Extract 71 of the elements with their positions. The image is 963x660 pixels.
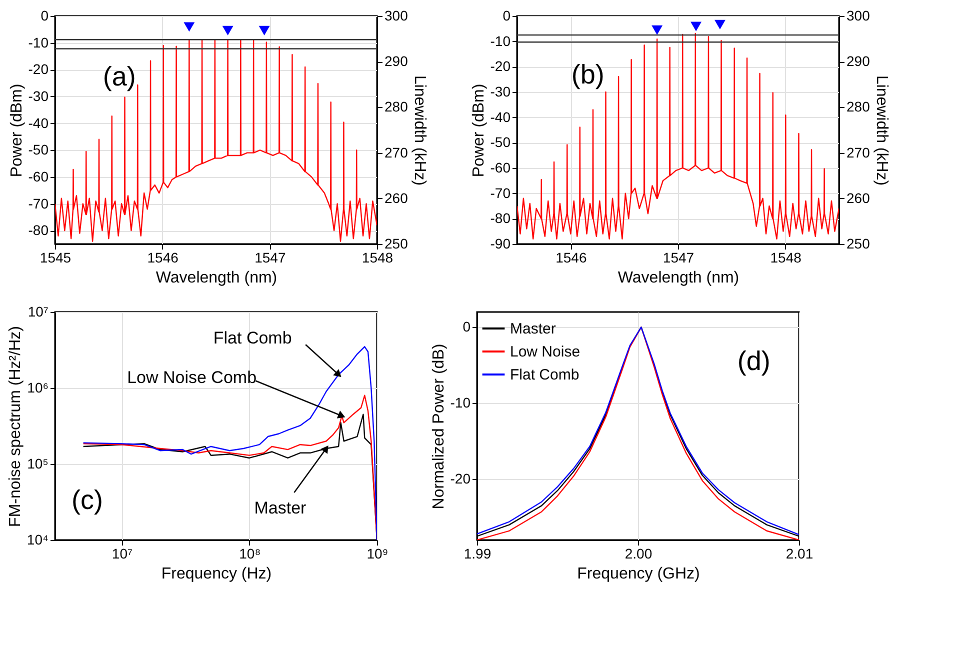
- y2-tick-label: 300: [846, 8, 870, 24]
- x-tick-label: 1546: [556, 250, 587, 266]
- y-tick-label: -70: [490, 184, 511, 201]
- x-tick-label: 1548: [770, 250, 802, 266]
- x-tick-label: 1.99: [464, 546, 492, 562]
- annotation: Master: [254, 498, 307, 518]
- x-axis-title: Frequency (GHz): [577, 566, 700, 582]
- x-axis-title: Wavelength (nm): [156, 270, 278, 286]
- y-tick-label: 10⁵: [27, 456, 48, 472]
- y-tick-label: -90: [490, 236, 511, 252]
- y-tick-label: -20: [450, 470, 471, 487]
- y-tick-label: -20: [490, 58, 511, 74]
- y-tick-label: 0: [40, 8, 49, 24]
- y2-tick-label: 280: [846, 98, 870, 115]
- legend-label: Flat Comb: [510, 366, 580, 384]
- y2-axis-title: Linewidth (kHz): [872, 75, 890, 186]
- y-tick-label: -50: [28, 142, 49, 158]
- y2-tick-label: 300: [384, 8, 408, 24]
- y-tick-label: 10⁴: [26, 532, 48, 548]
- annotation: Low Noise Comb: [127, 368, 257, 387]
- annotation: Flat Comb: [213, 328, 292, 348]
- y-tick-label: -70: [28, 195, 49, 212]
- annotation: (b): [571, 59, 604, 90]
- y-tick-label: -30: [490, 84, 511, 100]
- y-tick-label: -80: [28, 222, 49, 238]
- annotation: (a): [102, 62, 136, 92]
- y2-tick-label: 270: [846, 144, 870, 160]
- x-axis-title: Wavelength (nm): [618, 270, 740, 286]
- y-tick-label: -50: [490, 134, 511, 150]
- x-tick-label: 10⁷: [112, 546, 133, 562]
- y2-tick-label: 290: [384, 53, 408, 70]
- y-axis-title: Power (dBm): [470, 84, 488, 178]
- y2-tick-label: 250: [384, 236, 408, 252]
- y2-tick-label: 260: [384, 190, 408, 206]
- y-tick-label: -30: [28, 88, 49, 104]
- y2-tick-label: 270: [384, 144, 408, 160]
- x-tick-label: 1547: [662, 250, 694, 266]
- y2-tick-label: 290: [846, 53, 870, 70]
- y2-tick-label: 250: [846, 236, 870, 252]
- y-tick-label: -60: [490, 160, 511, 176]
- y-tick-label: -10: [28, 34, 49, 50]
- y-axis-title: Normalized Power (dB): [430, 344, 448, 510]
- x-tick-label: 1548: [362, 250, 394, 266]
- y2-tick-label: 280: [384, 98, 408, 115]
- x-axis-title: Frequency (Hz): [161, 566, 272, 582]
- y-axis-title: Power (dBm): [8, 84, 26, 178]
- y2-axis-title: Linewidth (kHz): [410, 75, 428, 186]
- annotation: (d): [737, 346, 770, 376]
- legend-label: Master: [510, 320, 556, 338]
- y-tick-label: -40: [490, 108, 511, 125]
- y-tick-label: -60: [28, 168, 49, 184]
- y-axis-title: FM-noise spectrum (Hz²/Hz): [6, 326, 24, 527]
- y-tick-label: 10⁶: [27, 380, 48, 396]
- y-tick-label: 0: [462, 318, 471, 335]
- legend-label: Low Noise: [510, 344, 580, 360]
- x-tick-label: 1546: [147, 250, 179, 266]
- annotation: (c): [71, 485, 103, 516]
- x-tick-label: 1545: [40, 250, 72, 266]
- x-tick-label: 10⁹: [366, 546, 388, 562]
- y-tick-label: -40: [28, 114, 49, 131]
- y-tick-label: 10⁷: [28, 304, 48, 320]
- x-tick-label: 1547: [254, 250, 286, 266]
- y-tick-label: -10: [450, 394, 471, 411]
- x-tick-label: 2.00: [624, 546, 652, 562]
- y-tick-label: -80: [490, 210, 511, 226]
- y-tick-label: -10: [490, 32, 511, 49]
- y-tick-label: 0: [502, 8, 511, 24]
- x-tick-label: 2.01: [786, 546, 814, 562]
- y2-tick-label: 260: [846, 190, 870, 206]
- y-tick-label: -20: [28, 61, 49, 78]
- x-tick-label: 10⁸: [239, 546, 261, 562]
